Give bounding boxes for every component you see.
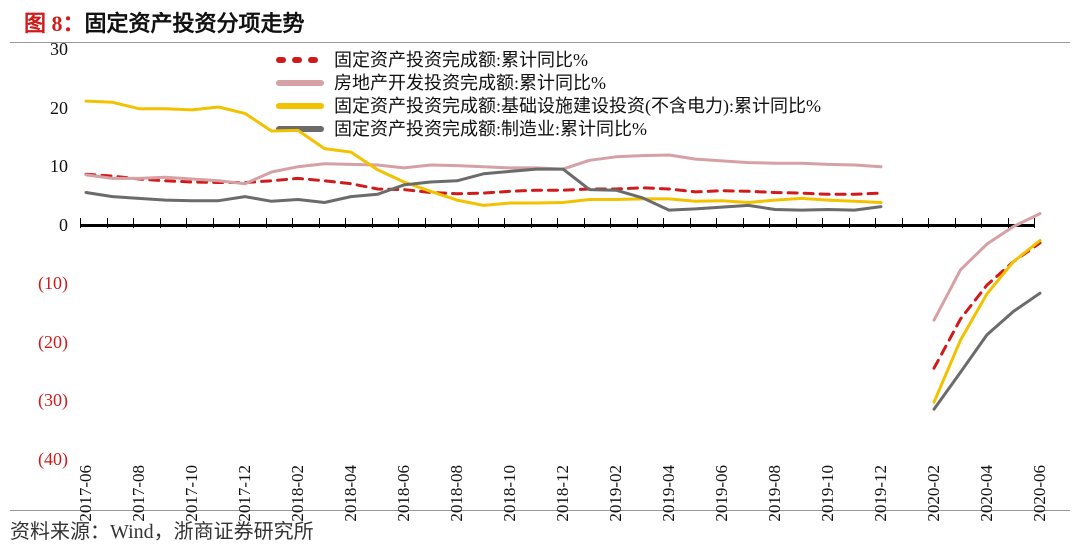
line-chart: 固定资产投资完成额:累计同比%房地产开发投资完成额:累计同比%固定资产投资完成额… — [86, 49, 1040, 459]
series-mfg — [86, 169, 1040, 409]
y-tick-label: 20 — [50, 98, 68, 119]
source-line: 资料来源：Wind，浙商证券研究所 — [10, 510, 1070, 544]
series-real_estate — [86, 155, 1040, 320]
y-tick-label: (10) — [38, 273, 68, 294]
y-tick-label: (30) — [38, 390, 68, 411]
chart-title-index: 图 8： — [24, 11, 85, 36]
y-tick-label: 10 — [50, 156, 68, 177]
chart-title-text: 固定资产投资分项走势 — [85, 11, 305, 36]
figure: 图 8：固定资产投资分项走势 固定资产投资完成额:累计同比%房地产开发投资完成额… — [0, 0, 1080, 548]
y-tick-label: 30 — [50, 39, 68, 60]
y-tick-label: 0 — [59, 215, 68, 236]
chart-title: 图 8：固定资产投资分项走势 — [0, 0, 1080, 42]
y-tick-label: (20) — [38, 332, 68, 353]
y-tick-label: (40) — [38, 449, 68, 470]
chart-svg — [86, 49, 1040, 459]
title-divider — [10, 42, 1070, 43]
series-infra — [86, 101, 1040, 402]
